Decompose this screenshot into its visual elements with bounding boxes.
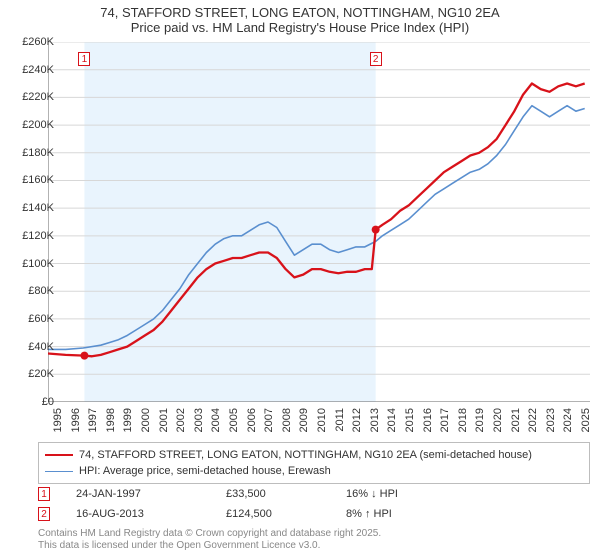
sale-row-marker: 2 [38, 507, 50, 521]
x-tick-label: 2002 [175, 408, 187, 432]
y-tick-label: £260K [22, 36, 54, 48]
footer-line2: This data is licensed under the Open Gov… [38, 540, 381, 552]
x-tick-label: 2017 [439, 408, 451, 432]
x-tick-label: 2007 [263, 408, 275, 432]
sale-vs-hpi: 16% ↓ HPI [346, 488, 446, 500]
sale-row: 2 16-AUG-2013£124,5008% ↑ HPI [38, 504, 446, 524]
x-tick-label: 2005 [228, 408, 240, 432]
sale-date: 24-JAN-1997 [76, 488, 226, 500]
title-line2: Price paid vs. HM Land Registry's House … [8, 21, 592, 36]
legend-swatch [45, 471, 73, 472]
x-tick-label: 2014 [386, 408, 398, 432]
x-tick-label: 2021 [510, 408, 522, 432]
sale-price: £33,500 [226, 488, 346, 500]
sale-marker-box: 2 [370, 52, 382, 66]
sales-table: 1 24-JAN-1997£33,50016% ↓ HPI 2 16-AUG-2013… [38, 484, 446, 524]
y-tick-label: £140K [22, 202, 54, 214]
legend: 74, STAFFORD STREET, LONG EATON, NOTTING… [38, 442, 590, 484]
x-tick-label: 2008 [281, 408, 293, 432]
x-tick-label: 1999 [122, 408, 134, 432]
x-tick-label: 1998 [105, 408, 117, 432]
plot-area [48, 42, 590, 402]
x-tick-label: 1996 [70, 408, 82, 432]
y-tick-label: £100K [22, 258, 54, 270]
footer-attribution: Contains HM Land Registry data © Crown c… [38, 528, 381, 551]
y-tick-label: £220K [22, 91, 54, 103]
x-tick-label: 2012 [351, 408, 363, 432]
x-tick-label: 2001 [158, 408, 170, 432]
y-tick-label: £0 [42, 396, 54, 408]
chart-title: 74, STAFFORD STREET, LONG EATON, NOTTING… [8, 6, 592, 36]
x-tick-label: 2013 [369, 408, 381, 432]
x-tick-label: 2006 [246, 408, 258, 432]
sale-date: 16-AUG-2013 [76, 508, 226, 520]
x-tick-label: 2025 [580, 408, 592, 432]
legend-label: HPI: Average price, semi-detached house,… [79, 465, 331, 477]
sale-row-marker: 1 [38, 487, 50, 501]
sale-price: £124,500 [226, 508, 346, 520]
x-tick-label: 2018 [457, 408, 469, 432]
chart-container: 74, STAFFORD STREET, LONG EATON, NOTTING… [0, 0, 600, 560]
title-line1: 74, STAFFORD STREET, LONG EATON, NOTTING… [8, 6, 592, 21]
x-tick-label: 2023 [545, 408, 557, 432]
y-tick-label: £60K [28, 313, 54, 325]
x-tick-label: 1997 [87, 408, 99, 432]
x-tick-label: 2024 [562, 408, 574, 432]
y-tick-label: £20K [28, 368, 54, 380]
x-tick-label: 2004 [210, 408, 222, 432]
x-tick-label: 2016 [422, 408, 434, 432]
x-tick-label: 2011 [334, 408, 346, 432]
x-tick-label: 2019 [474, 408, 486, 432]
y-tick-label: £40K [28, 341, 54, 353]
legend-swatch [45, 454, 73, 456]
sale-vs-hpi: 8% ↑ HPI [346, 508, 446, 520]
x-tick-label: 2009 [298, 408, 310, 432]
y-tick-label: £80K [28, 285, 54, 297]
chart-svg [48, 42, 590, 402]
legend-item: 74, STAFFORD STREET, LONG EATON, NOTTING… [45, 447, 583, 463]
y-tick-label: £180K [22, 147, 54, 159]
y-tick-label: £120K [22, 230, 54, 242]
x-tick-label: 2010 [316, 408, 328, 432]
x-tick-label: 2000 [140, 408, 152, 432]
x-tick-label: 2015 [404, 408, 416, 432]
y-tick-label: £200K [22, 119, 54, 131]
sale-marker-box: 1 [78, 52, 90, 66]
footer-line1: Contains HM Land Registry data © Crown c… [38, 528, 381, 540]
legend-item: HPI: Average price, semi-detached house,… [45, 463, 583, 479]
legend-label: 74, STAFFORD STREET, LONG EATON, NOTTING… [79, 449, 532, 461]
x-tick-label: 2003 [193, 408, 205, 432]
y-tick-label: £240K [22, 64, 54, 76]
y-tick-label: £160K [22, 174, 54, 186]
sale-row: 1 24-JAN-1997£33,50016% ↓ HPI [38, 484, 446, 504]
x-tick-label: 2022 [527, 408, 539, 432]
x-tick-label: 2020 [492, 408, 504, 432]
x-tick-label: 1995 [52, 408, 64, 432]
